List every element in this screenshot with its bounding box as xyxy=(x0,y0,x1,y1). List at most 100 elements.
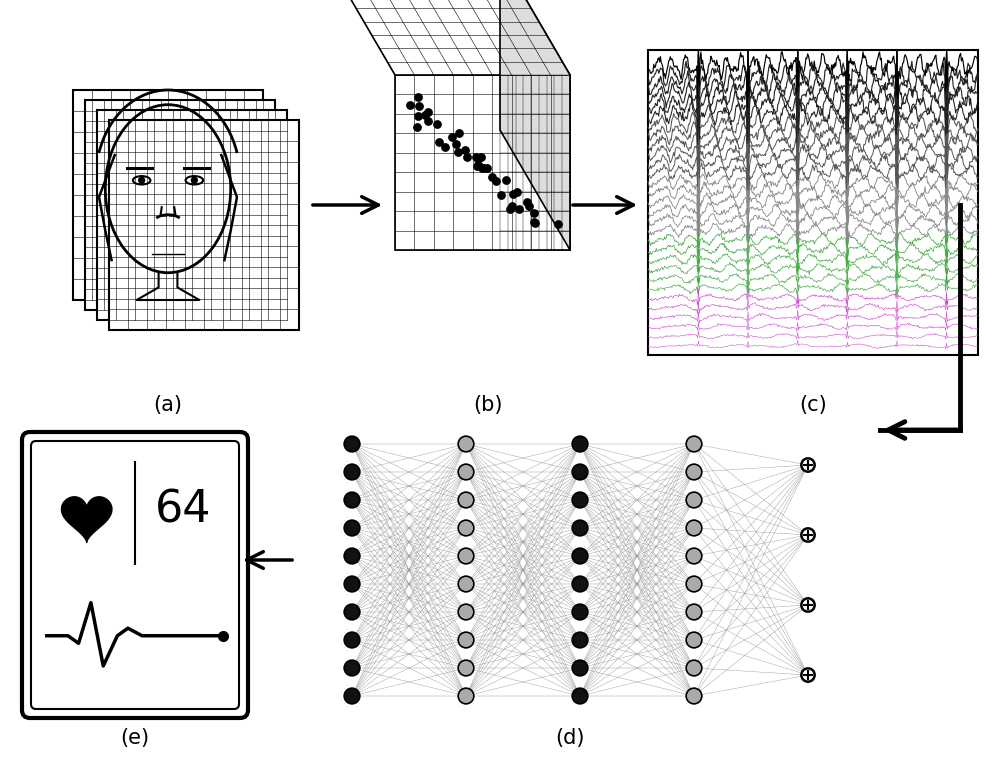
Point xyxy=(468,151,484,163)
Text: (e): (e) xyxy=(120,728,150,748)
Circle shape xyxy=(344,604,360,620)
Text: (c): (c) xyxy=(799,395,827,415)
Circle shape xyxy=(686,688,702,703)
Point xyxy=(409,121,425,133)
Circle shape xyxy=(686,660,702,676)
Circle shape xyxy=(801,598,815,611)
Polygon shape xyxy=(500,0,570,250)
Point xyxy=(410,110,426,122)
Circle shape xyxy=(686,548,702,564)
Circle shape xyxy=(572,548,588,564)
Circle shape xyxy=(686,464,702,480)
Circle shape xyxy=(572,464,588,480)
Circle shape xyxy=(686,436,702,452)
Text: (d): (d) xyxy=(555,728,585,748)
Circle shape xyxy=(458,632,474,648)
Circle shape xyxy=(686,520,702,536)
Bar xyxy=(648,50,978,355)
Circle shape xyxy=(572,576,588,592)
Text: 64: 64 xyxy=(155,488,212,531)
Point xyxy=(470,153,486,165)
Circle shape xyxy=(801,668,815,682)
Point xyxy=(459,151,475,164)
Point xyxy=(473,151,489,163)
FancyBboxPatch shape xyxy=(97,110,287,320)
Point xyxy=(451,127,467,139)
Circle shape xyxy=(572,632,588,648)
Point xyxy=(411,100,427,112)
Circle shape xyxy=(458,492,474,508)
Point xyxy=(437,141,453,153)
Polygon shape xyxy=(61,497,112,542)
Point xyxy=(498,174,514,186)
Point xyxy=(505,188,521,200)
Point xyxy=(420,106,436,118)
Circle shape xyxy=(458,464,474,480)
Circle shape xyxy=(686,604,702,620)
Polygon shape xyxy=(395,75,570,250)
Point xyxy=(402,99,418,111)
Circle shape xyxy=(572,520,588,536)
Circle shape xyxy=(458,520,474,536)
Point xyxy=(417,108,433,121)
Point xyxy=(488,174,504,187)
Circle shape xyxy=(801,528,815,541)
Point xyxy=(527,217,543,229)
Point xyxy=(509,186,525,198)
Circle shape xyxy=(572,660,588,676)
Point xyxy=(429,118,445,131)
Circle shape xyxy=(458,576,474,592)
Point xyxy=(431,135,447,147)
Circle shape xyxy=(458,436,474,452)
Circle shape xyxy=(458,548,474,564)
FancyBboxPatch shape xyxy=(22,432,248,718)
Circle shape xyxy=(572,604,588,620)
Point xyxy=(444,131,460,144)
Point xyxy=(526,207,542,219)
Point xyxy=(493,189,509,201)
FancyBboxPatch shape xyxy=(73,90,263,300)
Circle shape xyxy=(572,436,588,452)
Point xyxy=(521,200,537,212)
Text: (b): (b) xyxy=(473,395,503,415)
Circle shape xyxy=(344,576,360,592)
Point xyxy=(469,160,485,172)
FancyBboxPatch shape xyxy=(109,120,299,330)
Circle shape xyxy=(139,177,145,184)
Point xyxy=(471,160,487,172)
Circle shape xyxy=(344,492,360,508)
Circle shape xyxy=(344,660,360,676)
Point xyxy=(448,137,464,150)
Point xyxy=(457,144,473,156)
Circle shape xyxy=(344,688,360,703)
Point xyxy=(476,161,492,174)
Circle shape xyxy=(572,688,588,703)
Circle shape xyxy=(572,492,588,508)
Circle shape xyxy=(458,604,474,620)
Point xyxy=(550,218,566,230)
Polygon shape xyxy=(325,0,570,75)
Point xyxy=(450,146,466,158)
Circle shape xyxy=(686,632,702,648)
Point xyxy=(502,203,518,215)
Circle shape xyxy=(686,576,702,592)
Point xyxy=(420,115,436,127)
Point xyxy=(479,161,495,174)
Circle shape xyxy=(458,688,474,703)
Circle shape xyxy=(801,458,815,472)
Circle shape xyxy=(458,660,474,676)
Text: (a): (a) xyxy=(154,395,182,415)
Circle shape xyxy=(344,632,360,648)
Circle shape xyxy=(686,492,702,508)
Point xyxy=(410,91,426,104)
Point xyxy=(511,204,527,216)
Point xyxy=(484,171,500,184)
Circle shape xyxy=(191,177,197,184)
Point xyxy=(519,196,535,208)
Circle shape xyxy=(344,520,360,536)
FancyBboxPatch shape xyxy=(85,100,275,310)
Point xyxy=(474,162,490,174)
Point xyxy=(526,216,542,228)
FancyBboxPatch shape xyxy=(31,441,239,709)
Point xyxy=(504,200,520,213)
